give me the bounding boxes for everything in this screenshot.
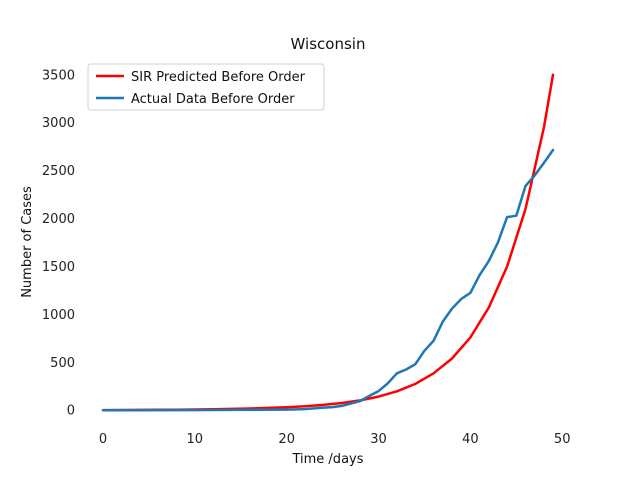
- plot-area: [101, 73, 555, 412]
- chart-title: Wisconsin: [291, 35, 366, 53]
- x-tick-label: 30: [370, 432, 387, 447]
- legend-label-sir: SIR Predicted Before Order: [131, 70, 306, 85]
- x-tick-label: 10: [187, 432, 204, 447]
- y-tick-label: 2500: [42, 164, 75, 179]
- y-tick-label: 500: [50, 356, 75, 371]
- legend: SIR Predicted Before Order Actual Data B…: [87, 63, 325, 111]
- y-tick-label: 3000: [42, 116, 75, 131]
- y-axis-label: Number of Cases: [20, 186, 35, 298]
- x-tick-label: 40: [462, 432, 479, 447]
- y-tick-label: 1000: [42, 308, 75, 323]
- x-tick-label: 50: [554, 432, 571, 447]
- x-tick-label: 0: [99, 432, 107, 447]
- x-tick-label: 20: [278, 432, 295, 447]
- y-tick-label: 1500: [42, 260, 75, 275]
- y-axis: 0 500 1000 1500 2000 2500 3000 3500: [42, 68, 75, 418]
- legend-label-actual: Actual Data Before Order: [131, 92, 295, 107]
- actual-data-line: [101, 148, 555, 412]
- x-axis-label: Time /days: [291, 452, 363, 467]
- y-tick-label: 3500: [42, 68, 75, 83]
- y-tick-label: 2000: [42, 212, 75, 227]
- y-tick-label: 0: [67, 404, 75, 419]
- legend-frame: [87, 63, 325, 111]
- x-axis: 0 10 20 30 40 50: [99, 432, 571, 447]
- sir-predicted-line: [101, 73, 555, 412]
